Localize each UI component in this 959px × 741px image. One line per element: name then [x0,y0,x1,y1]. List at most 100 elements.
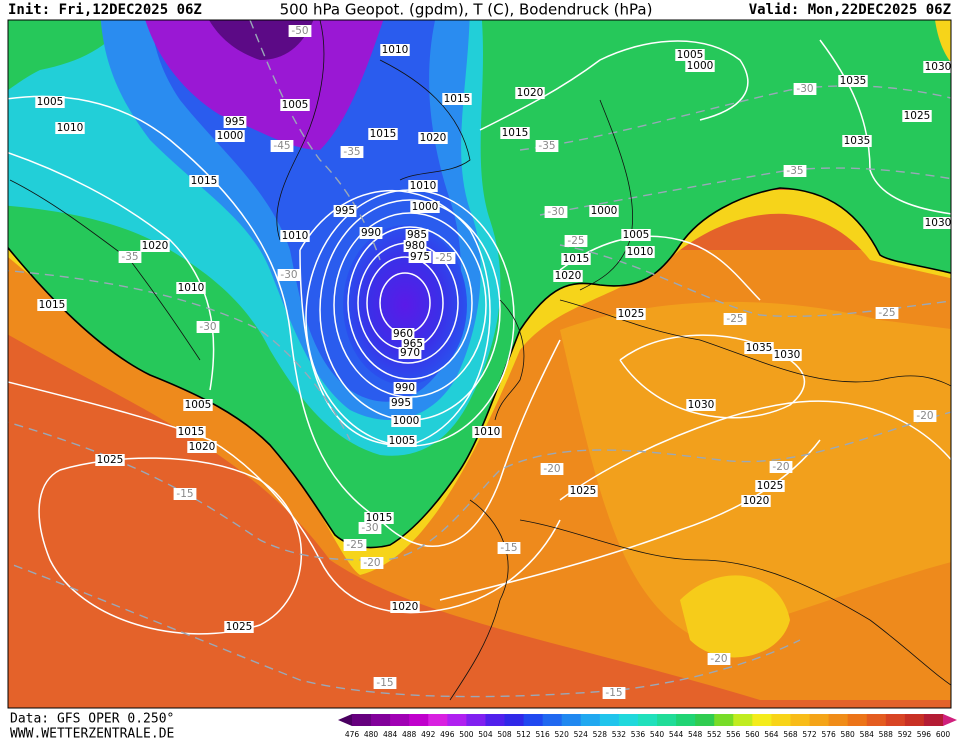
legend-swatch [752,714,772,726]
pressure-label: 1025 [97,454,124,466]
legend-swatch [580,714,601,726]
pressure-label: 1005 [677,49,704,61]
legend-swatch [618,714,639,726]
temperature-label: -15 [376,677,393,689]
pressure-label: 1015 [178,426,205,438]
label-box [173,488,197,500]
label-box [500,127,530,139]
legend-swatch [733,714,753,726]
legend-tick-label: 576 [821,730,836,739]
legend-end [338,714,352,726]
legend-end [943,714,957,726]
label-box [410,201,440,213]
legend-swatch [561,714,582,726]
field-yellow-patch [680,575,790,658]
label-box [360,557,384,569]
label-box [875,307,899,319]
legend-tick-label: 572 [802,730,817,739]
label-box [405,229,429,241]
isotherm [539,167,951,216]
temperature-label: -35 [538,140,555,152]
legend-swatch [390,714,410,726]
temperature-label: -30 [199,321,216,333]
pressure-label: 1010 [382,44,409,56]
label-box [755,480,785,492]
pressure-label: 1000 [412,201,439,213]
pressure-label: 1020 [743,495,770,507]
coastline [276,20,325,241]
label-box [497,542,521,554]
label-box [686,399,716,411]
label-box [568,485,598,497]
temperature-label: -25 [567,235,584,247]
legend-tick-label: 508 [497,730,512,739]
label-box [902,110,932,122]
map-labels: 1010 1005 1010 1005 995 1000 1015 1020 1015 1020 1… [35,25,951,699]
legend-swatch [599,714,620,726]
label-box [589,205,619,217]
label-box [561,253,591,265]
website: WWW.WETTERZENTRALE.DE [10,727,174,741]
coastline [519,519,951,686]
label-box [358,522,382,534]
legend-tick-label: 556 [726,730,741,739]
pressure-label: 1010 [57,122,84,134]
legend-tick-label: 524 [574,730,589,739]
temperature-label: -20 [363,557,380,569]
label-box [675,49,705,61]
legend-swatch [352,714,372,726]
legend-swatch [409,714,429,726]
pressure-label: 1035 [844,135,871,147]
legend-tick-label: 528 [593,730,608,739]
label-box [340,146,364,158]
legend-swatch [923,714,944,726]
data-source: Data: GFS OPER 0.250° [10,712,174,727]
label-box [553,270,583,282]
label-box [389,397,413,409]
legend-tick-label: 588 [879,730,894,739]
temperature-label: -20 [772,461,789,473]
contour-552 [8,187,951,549]
temperature-label: -25 [435,252,452,264]
label-box [723,313,747,325]
pressure-label: 1025 [757,480,784,492]
pressure-label: 1020 [392,601,419,613]
pressure-label: 1010 [474,426,501,438]
label-box [403,240,427,252]
pressure-label: 1015 [39,299,66,311]
isotherm [8,562,801,698]
legend-swatch [904,714,925,726]
label-box [364,512,394,524]
isotherm [249,20,381,261]
map-frame [7,19,952,709]
pressure-label: 1025 [570,485,597,497]
pressure-label: 1010 [627,246,654,258]
legend-swatch [809,714,830,726]
label-box [602,687,626,699]
label-box [223,116,247,128]
label-box [118,251,142,263]
label-box [280,99,310,111]
legend-swatch [885,714,906,726]
legend-tick-label: 564 [764,730,779,739]
pressure-label: 1000 [687,60,714,72]
temperature-label: -30 [796,83,813,95]
legend-tick-label: 552 [707,730,722,739]
label-box [741,495,771,507]
pressure-label: 1025 [226,621,253,633]
isobar [819,39,951,215]
label-box [398,347,422,359]
temperature-label: -25 [346,539,363,551]
temperature-label: -50 [291,25,308,37]
legend-tick-label: 492 [421,730,436,739]
pressure-label: 995 [391,397,411,409]
pressure-label: 1025 [618,308,645,320]
pressure-label: 1005 [37,96,64,108]
label-box [95,454,125,466]
legend-tick-label: 568 [783,730,798,739]
legend-swatch [523,714,544,726]
legend-swatch [466,714,486,726]
legend-swatch [371,714,391,726]
pressure-label: 1030 [688,399,715,411]
